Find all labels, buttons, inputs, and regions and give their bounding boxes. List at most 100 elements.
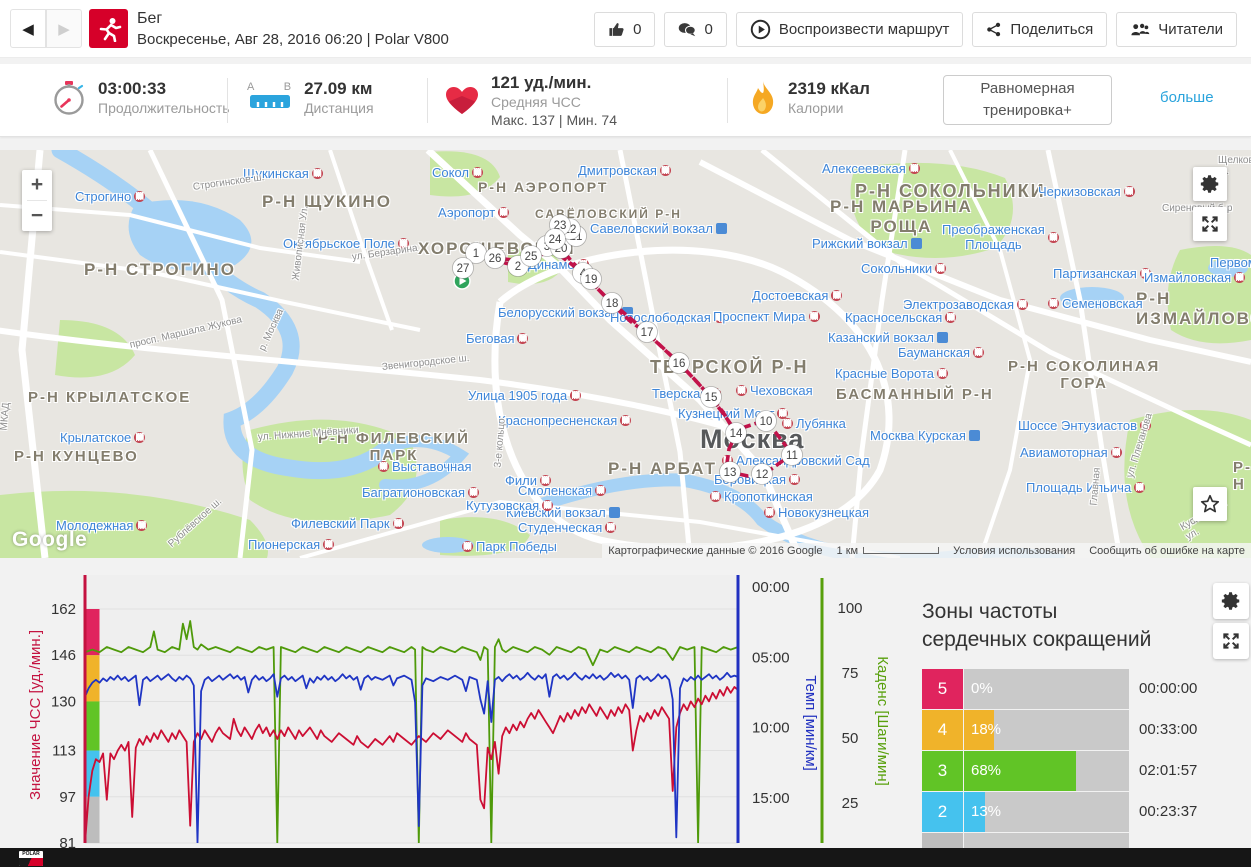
comment-button[interactable]: 0 <box>664 12 727 47</box>
stopwatch-icon <box>54 80 84 115</box>
map-report-error-link[interactable]: Сообщить об ошибке на карте <box>1089 544 1245 557</box>
map-terms-link[interactable]: Условия использования <box>953 544 1076 557</box>
pace-tick-label: 00:00 <box>752 579 790 596</box>
map-favorite-button[interactable] <box>1193 487 1227 521</box>
svg-text:17: 17 <box>641 327 654 339</box>
hr-minmax: Макс. 137 | Мин. 74 <box>491 112 618 128</box>
map-scale-bar <box>863 547 940 554</box>
forward-button[interactable]: ▶ <box>46 9 82 48</box>
route-km-marker[interactable]: 25 <box>520 245 542 267</box>
zoom-in-button[interactable]: + <box>30 173 44 196</box>
training-benefit-button[interactable]: Равномерная тренировка+ <box>943 75 1112 125</box>
header-titles: Бег Воскресенье, Авг 28, 2016 06:20 | Po… <box>137 9 449 50</box>
chart-settings-button[interactable] <box>1213 583 1249 619</box>
avg-hr-label: Средняя ЧСС <box>491 94 581 110</box>
route-km-marker[interactable]: 26 <box>484 247 506 269</box>
svg-text:18: 18 <box>606 298 619 310</box>
heart-icon <box>446 86 478 114</box>
distance-ab-label: А В <box>247 81 293 93</box>
share-button[interactable]: Поделиться <box>972 12 1108 47</box>
route-km-marker[interactable]: 11 <box>781 444 803 466</box>
svg-text:24: 24 <box>549 234 562 246</box>
route-km-marker[interactable]: 16 <box>668 352 690 374</box>
zone-number-box: 5 <box>922 668 963 709</box>
gear-icon <box>1200 175 1219 193</box>
session-subtitle: Воскресенье, Авг 28, 2016 06:20 | Polar … <box>137 31 449 48</box>
svg-text:19: 19 <box>585 274 598 286</box>
series-pace <box>85 671 738 843</box>
calories-stat: 2319 кКал Калории <box>750 78 870 117</box>
hr-zone-row: 2 13% 00:23:37 <box>922 791 1197 832</box>
hr-zone-band <box>86 796 100 843</box>
svg-text:11: 11 <box>786 450 798 462</box>
header: ◀ ▶ Бег Воскресенье, Авг 28, 2016 06:20 … <box>0 0 1251 58</box>
runner-icon <box>99 17 121 42</box>
readers-button[interactable]: Читатели <box>1116 12 1237 47</box>
route-km-marker[interactable]: 18 <box>601 292 623 314</box>
zone-number-box: 3 <box>922 750 963 791</box>
hr-tick-label: 81 <box>59 835 76 852</box>
gear-icon <box>1221 592 1240 610</box>
map-fullscreen-button[interactable] <box>1193 207 1227 241</box>
zone-percent: 0% <box>971 680 993 698</box>
chart-plot-background <box>85 575 738 843</box>
svg-text:16: 16 <box>673 358 686 370</box>
series-hr <box>85 686 738 843</box>
pace-tick-label: 05:00 <box>752 649 790 666</box>
route-km-marker[interactable]: 24 <box>544 228 566 250</box>
series-cadence <box>85 620 738 843</box>
route-km-marker[interactable]: 19 <box>580 268 602 290</box>
stats-divider <box>427 78 428 123</box>
hr-tick-label: 146 <box>51 647 76 664</box>
hr-zone-band <box>86 750 100 797</box>
hr-tick-label: 113 <box>52 743 76 760</box>
cadence-tick-label: 25 <box>842 795 859 812</box>
route-km-marker[interactable]: 13 <box>719 461 741 483</box>
header-actions: 0 0 Воспроизвести маршрут Поделиться Чит… <box>594 12 1237 47</box>
more-link[interactable]: больше <box>1160 89 1214 106</box>
zone-time: 02:01:57 <box>1139 762 1198 780</box>
zoom-divider <box>27 200 47 201</box>
fullscreen-icon <box>1202 216 1218 232</box>
chart-fullscreen-button[interactable] <box>1213 623 1249 659</box>
zone-number-box: 4 <box>922 709 963 750</box>
running-sport-icon <box>89 9 128 48</box>
readers-label: Читатели <box>1158 21 1223 38</box>
fullscreen-icon <box>1223 633 1239 649</box>
route-km-marker[interactable]: 17 <box>636 321 658 343</box>
zone-time: 00:33:00 <box>1139 721 1198 739</box>
route-km-marker[interactable]: 10 <box>755 410 777 432</box>
like-button[interactable]: 0 <box>594 12 656 47</box>
map-settings-button[interactable] <box>1193 167 1227 201</box>
cadence-tick-label: 100 <box>837 600 862 617</box>
route-km-marker[interactable]: 12 <box>751 463 773 485</box>
zoom-out-button[interactable]: − <box>30 204 44 227</box>
star-icon <box>1200 494 1220 513</box>
svg-text:10: 10 <box>760 416 773 428</box>
heart-rate-zones-panel: Зоны частоты сердечных сокращений 5 0% 00:… <box>922 598 1197 867</box>
zones-title: Зоны частоты сердечных сокращений <box>922 600 1152 652</box>
route-km-marker[interactable]: 27 <box>452 257 474 279</box>
map-terrain <box>0 150 1251 558</box>
duration-value: 03:00:33 <box>98 79 167 98</box>
chart-canvas[interactable]: 162 146 130 113 97 81 00:00 05:00 10:00 15:00 100 7… <box>0 558 1251 855</box>
play-route-button[interactable]: Воспроизвести маршрут <box>735 12 964 47</box>
google-logo: Google <box>12 528 88 551</box>
cadence-tick-label: 50 <box>842 730 859 747</box>
share-icon <box>987 22 1001 37</box>
stats-divider <box>727 78 728 123</box>
hr-tick-label: 162 <box>51 601 76 618</box>
route-km-marker[interactable]: 14 <box>725 422 747 444</box>
comment-count: 0 <box>704 21 713 38</box>
map-attribution: Картографические данные © 2016 Google 1 … <box>602 543 1251 558</box>
route-map[interactable]: Р-Н СТРОГИНО Р-Н ЩУКИНО Р-Н АЭРОПОРТ САВЁЛО… <box>0 150 1251 558</box>
zone-bar-track: 18% <box>964 709 1129 750</box>
route-overlay: 1234101112131415161718192021222324252627 <box>452 214 803 485</box>
svg-text:25: 25 <box>525 251 538 263</box>
zone-time: 00:00:00 <box>1139 680 1198 698</box>
back-button[interactable]: ◀ <box>10 9 46 48</box>
route-km-marker[interactable]: 15 <box>700 386 722 408</box>
heart-rate-stat: 121 уд./мин. Средняя ЧСС Макс. 137 | Мин… <box>445 72 617 129</box>
svg-text:1: 1 <box>473 248 479 260</box>
